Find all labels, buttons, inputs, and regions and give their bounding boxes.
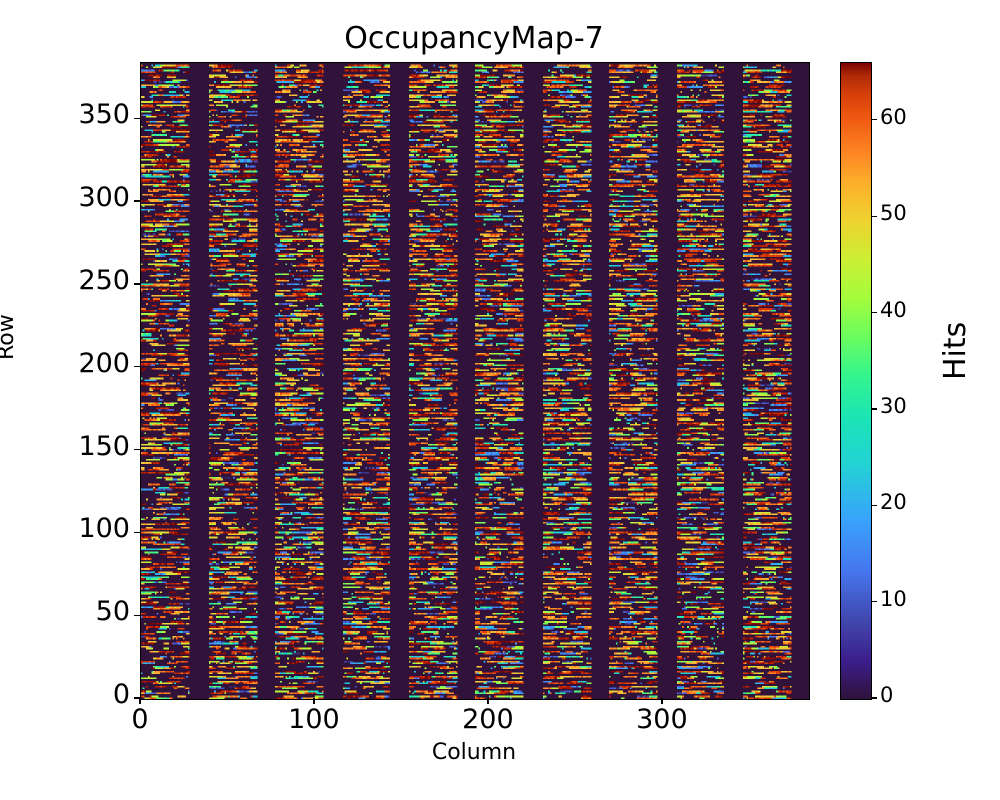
colorbar-label: Hits: [938, 321, 973, 380]
colorbar-tick-label: 10: [880, 586, 907, 611]
x-axis-label: Column: [431, 740, 517, 765]
y-tick-mark: [134, 200, 140, 202]
colorbar-tick-mark: [871, 408, 877, 410]
y-tick-mark: [134, 117, 140, 119]
x-tick-label: 200: [462, 704, 514, 735]
y-tick-mark: [134, 448, 140, 451]
y-tick-label: 100: [78, 513, 130, 545]
colorbar-tick-label: 20: [880, 490, 907, 515]
colorbar-tick-label: 30: [880, 393, 907, 418]
x-tick-mark: [661, 698, 663, 704]
occupancy-heatmap[interactable]: [141, 63, 809, 699]
colorbar-tick-mark: [871, 697, 877, 699]
colorbar-tick-mark: [871, 119, 877, 121]
y-tick-label: 150: [78, 430, 130, 462]
y-tick-mark: [134, 283, 140, 285]
y-tick-label: 50: [95, 596, 130, 628]
y-tick-label: 200: [78, 347, 130, 379]
y-tick-label: 0: [112, 679, 130, 710]
y-tick-label: 350: [78, 99, 130, 131]
x-tick-label: 300: [636, 704, 688, 735]
y-tick-mark: [134, 614, 140, 616]
x-tick-mark: [487, 698, 489, 704]
colorbar-tick-mark: [871, 600, 877, 603]
colorbar-tick-label: 0: [880, 683, 894, 707]
colorbar-tick-mark: [871, 504, 877, 506]
y-tick-label: 300: [78, 182, 130, 214]
y-tick-mark: [134, 531, 140, 534]
colorbar-tick-label: 60: [880, 104, 907, 129]
colorbar-tick-label: 40: [880, 297, 907, 322]
colorbar-tick-mark: [871, 311, 877, 314]
chart-title: OccupancyMap-7: [344, 21, 604, 56]
y-tick-label: 250: [78, 264, 130, 296]
colorbar-tick-label: 50: [880, 201, 907, 226]
y-tick-mark: [134, 697, 140, 699]
x-tick-label: 0: [131, 704, 149, 735]
x-tick-mark: [139, 698, 141, 704]
heatmap-axes[interactable]: [140, 62, 810, 700]
colorbar-gradient[interactable]: [840, 62, 872, 700]
colorbar-tick-mark: [871, 215, 877, 217]
y-tick-mark: [134, 366, 140, 368]
x-tick-mark: [313, 698, 315, 704]
x-tick-label: 100: [288, 704, 340, 735]
y-axis-label: Row: [0, 314, 19, 360]
